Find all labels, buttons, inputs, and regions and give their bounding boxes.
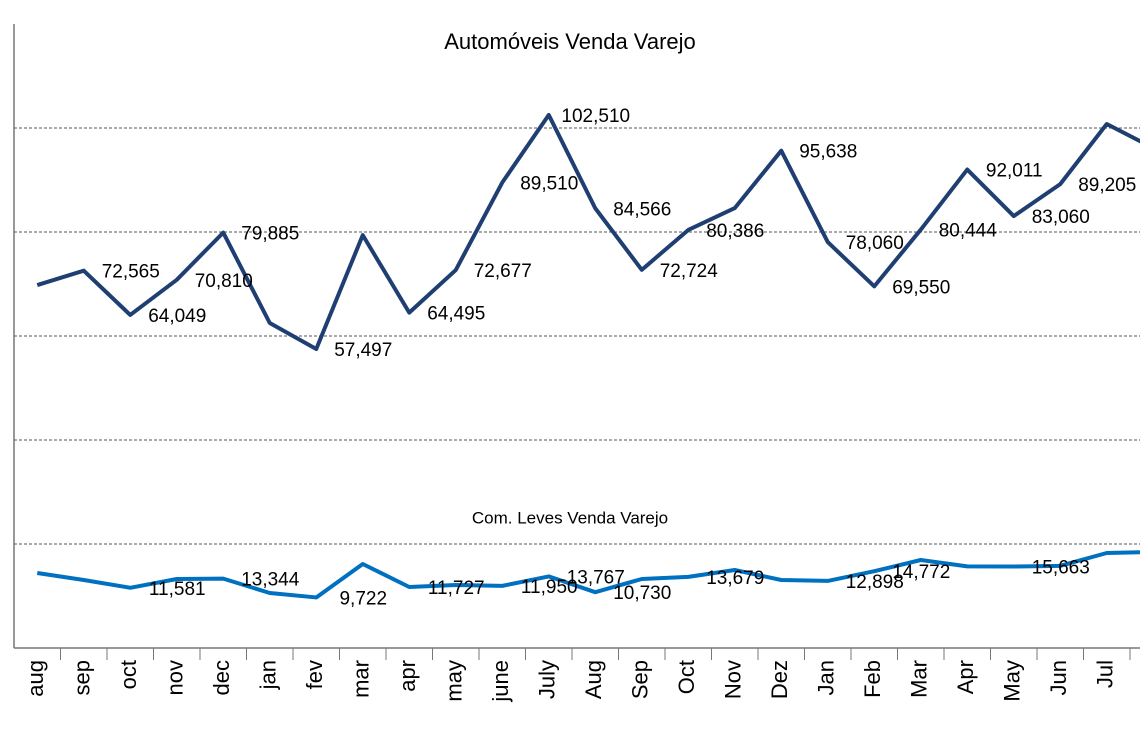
data-label: 89,205 bbox=[1078, 175, 1136, 196]
x-tick-label: mar bbox=[349, 660, 374, 698]
x-tick-label: Oct bbox=[674, 660, 699, 694]
data-label: 13,679 bbox=[706, 568, 764, 589]
series-line bbox=[36, 550, 1140, 600]
data-label: 72,724 bbox=[660, 261, 719, 282]
data-label: 12,898 bbox=[846, 572, 904, 593]
data-label: 80,444 bbox=[939, 221, 998, 242]
x-tick-label: fev bbox=[302, 660, 327, 689]
data-label: 92,011 bbox=[986, 161, 1043, 182]
data-label: 78,060 bbox=[846, 233, 904, 254]
x-tick-label: Feb bbox=[860, 660, 885, 698]
x-tick-label: jan bbox=[256, 660, 281, 690]
data-label: 72,565 bbox=[102, 262, 160, 283]
data-label: 11,950 bbox=[521, 577, 578, 598]
x-tick-label: may bbox=[442, 660, 467, 702]
x-tick-label: dec bbox=[209, 660, 234, 695]
x-tick-label: june bbox=[488, 660, 513, 703]
x-tick-label: Sep bbox=[628, 660, 653, 699]
data-label: 10,730 bbox=[613, 583, 671, 604]
data-label: 11,581 bbox=[149, 579, 206, 600]
data-label: 84,566 bbox=[613, 199, 671, 220]
x-tick-label: Dez bbox=[767, 660, 792, 699]
x-tick-label: Jun bbox=[1046, 660, 1071, 695]
data-label: 14,772 bbox=[892, 562, 950, 583]
x-tick-label: nov bbox=[163, 660, 188, 695]
data-label: 15,663 bbox=[1032, 558, 1090, 579]
x-tick-label: Jul bbox=[1093, 660, 1118, 688]
x-tick-label: sep bbox=[70, 660, 95, 695]
x-tick-label: Jan bbox=[814, 660, 839, 695]
data-label: 13,767 bbox=[567, 567, 625, 588]
data-label: 69,550 bbox=[892, 277, 950, 298]
data-label: 64,049 bbox=[148, 306, 206, 327]
data-label: 72,677 bbox=[474, 261, 532, 282]
data-label: 70,810 bbox=[195, 271, 253, 292]
data-label: 79,885 bbox=[241, 224, 299, 245]
x-tick-label: apr bbox=[395, 660, 420, 692]
x-tick-label: May bbox=[1000, 660, 1025, 702]
data-label: 80,386 bbox=[706, 221, 764, 242]
x-tick-label: July bbox=[535, 660, 560, 699]
x-tick-label: oct bbox=[116, 660, 141, 689]
data-label: 13,344 bbox=[241, 570, 300, 591]
data-label: 11,727 bbox=[428, 578, 485, 599]
x-tick-label: Aug bbox=[581, 660, 606, 699]
series-title: Com. Leves Venda Varejo bbox=[472, 508, 668, 527]
data-label: 57,497 bbox=[334, 340, 392, 361]
data-label: 64,495 bbox=[427, 304, 485, 325]
x-tick-label: Apr bbox=[953, 660, 978, 694]
data-label: 9,722 bbox=[339, 588, 387, 609]
data-label: 95,638 bbox=[799, 142, 857, 163]
data-label: 83,060 bbox=[1032, 207, 1090, 228]
series-title: Automóveis Venda Varejo bbox=[444, 29, 696, 54]
series-line bbox=[36, 112, 1140, 352]
x-tick-label: aug bbox=[23, 660, 48, 697]
x-tick-label: Nov bbox=[721, 660, 746, 699]
x-tick-label: Mar bbox=[907, 660, 932, 698]
data-label: 102,510 bbox=[561, 106, 630, 127]
data-label: 89,510 bbox=[520, 174, 578, 195]
